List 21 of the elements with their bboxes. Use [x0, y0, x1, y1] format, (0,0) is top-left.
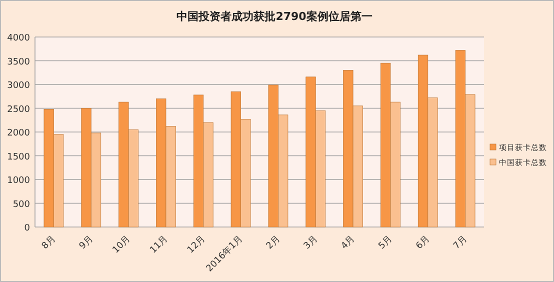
x-tick-label: 3月: [302, 234, 320, 252]
y-tick-label: 1000: [7, 176, 30, 186]
y-tick-label: 1500: [7, 152, 30, 162]
y-tick-label: 2500: [7, 104, 30, 115]
x-tick-label: 9月: [78, 234, 96, 252]
y-tick-label: 3500: [7, 57, 30, 68]
x-tick-label: 2月: [264, 234, 282, 252]
x-tick-label: 11月: [148, 234, 170, 256]
y-tick-label: 4000: [7, 34, 30, 44]
x-tick-label: 10月: [111, 234, 133, 256]
y-tick-label: 0: [24, 224, 30, 234]
y-tick-label: 500: [12, 200, 30, 210]
y-tick-label: 3000: [7, 81, 30, 91]
x-tick-label: 7月: [452, 234, 470, 252]
x-tick-label: 6月: [414, 234, 432, 252]
y-tick-label: 2000: [7, 128, 30, 138]
x-tick-label: 5月: [377, 234, 395, 252]
x-tick-label: 4月: [340, 234, 358, 252]
x-tick-label: 8月: [40, 234, 58, 252]
x-tick-label: 12月: [186, 234, 208, 256]
chart-title: 中国投资者成功获批2790案例位居第一: [176, 10, 372, 23]
